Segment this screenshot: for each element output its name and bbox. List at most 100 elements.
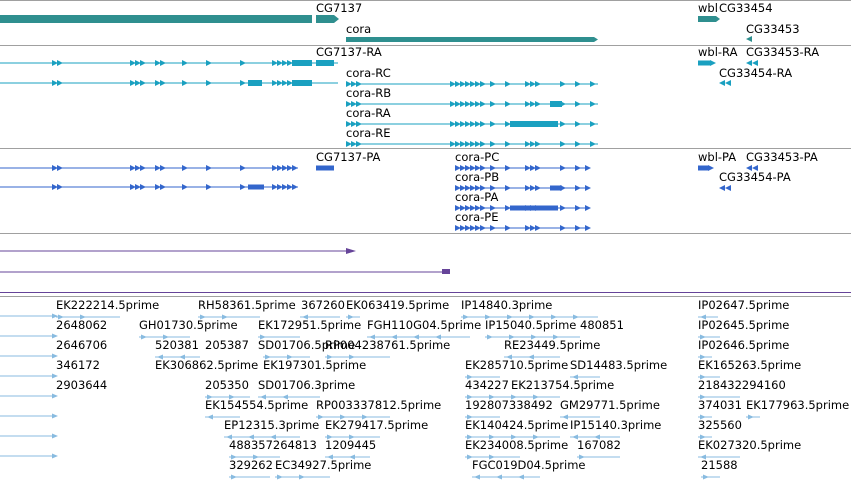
strand-arrow xyxy=(470,141,476,147)
est-label[interactable]: IP15040.5prime xyxy=(485,318,577,332)
est-label[interactable]: 367260 xyxy=(301,298,345,312)
est-label[interactable]: IP02647.5prime xyxy=(698,298,790,312)
est-label[interactable]: FGC019D04.5prime xyxy=(472,458,586,472)
est-label[interactable]: 374031 xyxy=(698,398,742,412)
est-label[interactable]: EK306862.5prime xyxy=(155,358,259,372)
gene-bar-cg7137[interactable] xyxy=(0,15,312,23)
transcript-label[interactable]: CG33453-RA xyxy=(746,45,820,59)
est-label[interactable]: GM29771.5prime xyxy=(560,398,660,412)
est-label[interactable]: 218432294160 xyxy=(698,378,786,392)
strand-arrow xyxy=(480,205,486,211)
est-label[interactable]: 325560 xyxy=(698,418,742,432)
est-label[interactable]: EK165263.5prime xyxy=(698,358,802,372)
est-label[interactable]: SD01706.3prime xyxy=(258,378,356,392)
est-label[interactable]: RE23449.5prime xyxy=(504,338,601,352)
est-label[interactable]: EC34927.5prime xyxy=(275,458,372,472)
transcript-label[interactable]: cora-RE xyxy=(346,126,391,140)
gene-arrow xyxy=(716,16,720,22)
est-label[interactable]: 480851 xyxy=(580,318,624,332)
est-label[interactable]: IP15140.3prime xyxy=(570,418,662,432)
est-label[interactable]: EK140424.5prime xyxy=(465,418,569,432)
gene-bar-cora[interactable] xyxy=(346,37,594,42)
gene-label-cora[interactable]: cora xyxy=(346,22,372,36)
est-label[interactable]: EK222214.5prime xyxy=(56,298,160,312)
strand-arrow xyxy=(460,81,466,87)
est-label[interactable]: IP02645.5prime xyxy=(698,318,790,332)
protein-label[interactable]: cora-PE xyxy=(455,210,499,224)
est-label[interactable]: SD14483.5prime xyxy=(570,358,668,372)
strand-arrow xyxy=(585,165,591,171)
gene-bar-cg33453[interactable] xyxy=(746,36,752,42)
est-label[interactable]: EK027320.5prime xyxy=(698,438,802,452)
strand-arrow xyxy=(590,141,596,147)
gene-bar-wbl[interactable] xyxy=(698,16,716,22)
transcript-label[interactable]: wbl-RA xyxy=(698,45,738,59)
est-label[interactable]: 21588 xyxy=(701,458,738,472)
est-label[interactable]: EK063419.5prime xyxy=(346,298,450,312)
transcript-label[interactable]: cora-RB xyxy=(346,86,392,100)
strand-arrow xyxy=(525,225,531,231)
est-label[interactable]: EK172951.5prime xyxy=(258,318,362,332)
gene-label-cg33453[interactable]: CG33453 xyxy=(746,22,800,36)
strand-arrow xyxy=(490,141,496,147)
est-label[interactable]: RP003337812.5prime xyxy=(316,398,442,412)
est-label[interactable]: FGH110G04.5prime xyxy=(367,318,482,332)
est-label[interactable]: 167082 xyxy=(577,438,621,452)
est-label[interactable]: 205350 xyxy=(205,378,249,392)
strand-arrow xyxy=(155,80,161,86)
strand-arrow xyxy=(287,60,293,66)
transcript-label[interactable]: CG33454-RA xyxy=(719,66,793,80)
strand-arrow xyxy=(351,141,357,147)
protein-label[interactable]: wbl-PA xyxy=(698,150,737,164)
est-label[interactable]: RH58361.5prime xyxy=(198,298,296,312)
gene-label-wbl[interactable]: wbl xyxy=(698,1,718,15)
est-label[interactable]: 1209445 xyxy=(325,438,377,452)
est-label[interactable]: EK177963.5prime xyxy=(746,398,850,412)
est-label[interactable]: EK234008.5prime xyxy=(465,438,569,452)
strand-arrow xyxy=(575,101,581,107)
gene-bar-cg7137[interactable] xyxy=(316,15,334,23)
est-label[interactable]: EP12315.3prime xyxy=(224,418,320,432)
strand-arrow xyxy=(351,121,357,127)
strand-arrow xyxy=(52,313,58,319)
est-label[interactable]: 434227 xyxy=(465,378,509,392)
protein-label[interactable]: CG7137-PA xyxy=(316,150,381,164)
protein-label[interactable]: CG33453-PA xyxy=(746,150,818,164)
protein-label[interactable]: cora-PA xyxy=(455,190,499,204)
protein-label[interactable]: cora-PB xyxy=(455,170,500,184)
transcript-label[interactable]: cora-RC xyxy=(346,66,391,80)
est-label[interactable]: 192807338492 xyxy=(465,398,553,412)
strand-arrow xyxy=(57,80,63,86)
gene-label-cg7137[interactable]: CG7137 xyxy=(316,1,363,15)
est-label[interactable]: 2903644 xyxy=(56,378,108,392)
est-label[interactable]: GH01730.5prime xyxy=(139,318,238,332)
est-label[interactable]: 520381 xyxy=(155,338,199,352)
est-label[interactable]: RP004238761.5prime xyxy=(325,338,451,352)
transcript-label[interactable]: CG7137-RA xyxy=(316,45,382,59)
est-label[interactable]: IP14840.3prime xyxy=(461,298,553,312)
est-label[interactable]: 2646706 xyxy=(56,338,108,352)
est-label[interactable]: IP02646.5prime xyxy=(698,338,790,352)
est-label[interactable]: EK154554.5prime xyxy=(205,398,309,412)
est-label[interactable]: EK197301.5prime xyxy=(263,358,367,372)
strand-arrow xyxy=(700,394,706,400)
strand-arrow xyxy=(282,60,288,66)
strand-arrow xyxy=(525,81,531,87)
est-label[interactable]: SD01706.5prime xyxy=(258,338,356,352)
est-label[interactable]: EK285710.5prime xyxy=(465,358,569,372)
est-label[interactable]: 488357264813 xyxy=(229,438,317,452)
protein-label[interactable]: CG33454-PA xyxy=(719,170,791,184)
transcript-label[interactable]: cora-RA xyxy=(346,106,391,120)
est-label[interactable]: EK213754.5prime xyxy=(511,378,615,392)
strand-arrow xyxy=(505,225,511,231)
est-label[interactable]: 329262 xyxy=(229,458,273,472)
strand-arrow xyxy=(553,334,559,340)
gene-label-cg33454[interactable]: CG33454 xyxy=(719,1,773,15)
est-label[interactable]: 346172 xyxy=(56,358,100,372)
est-label[interactable]: EK279417.5prime xyxy=(325,418,429,432)
strand-arrow xyxy=(282,80,288,86)
est-label[interactable]: 205387 xyxy=(205,338,249,352)
protein-label[interactable]: cora-PC xyxy=(455,150,500,164)
est-label[interactable]: 2648062 xyxy=(56,318,108,332)
strand-arrow xyxy=(507,314,513,320)
